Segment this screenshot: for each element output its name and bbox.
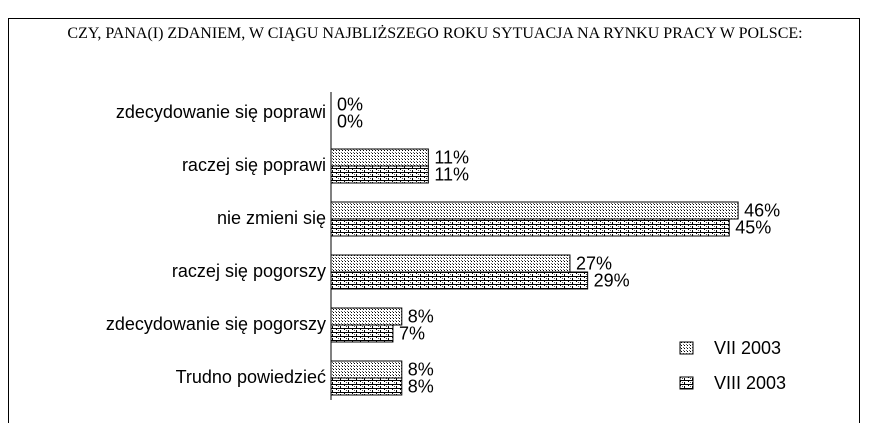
category-label: raczej się pogorszy (172, 261, 326, 281)
legend-label: VIII 2003 (714, 373, 786, 393)
legend-swatch (679, 376, 694, 390)
bar (330, 377, 403, 396)
bar (330, 148, 429, 167)
value-label: 45% (735, 217, 771, 237)
category-label: raczej się poprawi (182, 155, 326, 175)
value-label: 0% (337, 111, 363, 131)
value-label: 27% (576, 253, 612, 273)
value-label: 0% (337, 94, 363, 114)
value-label: 11% (434, 147, 469, 167)
chart-title: CZY, PANA(I) ZDANIEM, W CIĄGU NAJBLIŻSZE… (67, 25, 803, 42)
bar (330, 218, 730, 237)
value-label: 11% (434, 164, 469, 184)
bar (330, 360, 403, 379)
value-label: 7% (399, 323, 425, 343)
legend-label: VII 2003 (714, 338, 781, 358)
bar (330, 324, 394, 343)
frame (8, 18, 860, 423)
category-label: Trudno powiedzieć (176, 367, 326, 387)
value-label: 8% (408, 359, 434, 379)
value-label: 8% (408, 306, 434, 326)
bar (330, 201, 739, 220)
legend-swatch (679, 341, 694, 355)
value-label: 29% (594, 270, 630, 290)
category-label: zdecydowanie się pogorszy (106, 314, 326, 334)
category-label: zdecydowanie się poprawi (116, 102, 326, 122)
bar (330, 271, 589, 290)
value-label: 46% (744, 200, 780, 220)
bar (330, 165, 429, 184)
bar (330, 307, 403, 326)
bar (330, 254, 571, 273)
category-label: nie zmieni się (217, 208, 326, 228)
value-label: 8% (408, 376, 434, 396)
